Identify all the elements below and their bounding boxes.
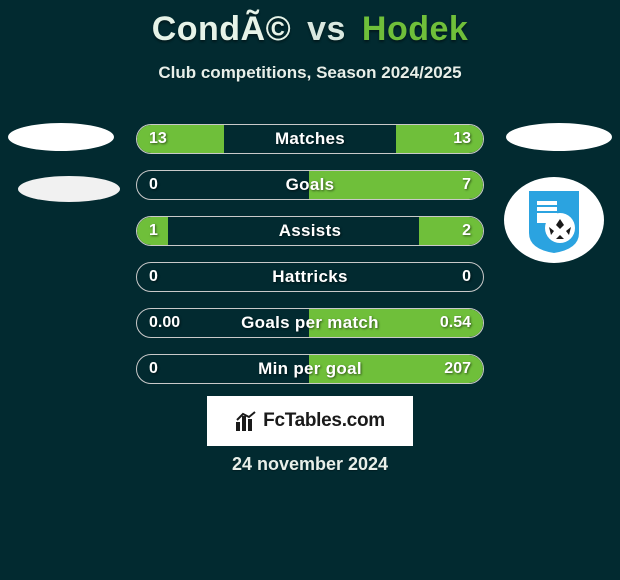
stats-container: 1313Matches 07Goals 12Assists 00Hattricks 0.…	[136, 124, 484, 400]
player1-name: CondÃ©	[152, 10, 291, 48]
stat-label: Assists	[137, 217, 483, 245]
branding-text: FcTables.com	[263, 410, 385, 432]
vs-separator: vs	[307, 10, 346, 48]
branding-icon	[235, 410, 257, 432]
subtitle: Club competitions, Season 2024/2025	[0, 63, 620, 83]
stat-row: 0207Min per goal	[136, 354, 484, 384]
right-avatar-placeholder	[506, 123, 612, 151]
stat-label: Min per goal	[137, 355, 483, 383]
stat-label: Hattricks	[137, 263, 483, 291]
player2-name: Hodek	[362, 10, 468, 48]
stat-label: Goals per match	[137, 309, 483, 337]
comparison-title: CondÃ© vs Hodek	[0, 0, 620, 49]
stat-label: Matches	[137, 125, 483, 153]
stat-row: 00Hattricks	[136, 262, 484, 292]
date: 24 november 2024	[0, 454, 620, 475]
stat-row: 12Assists	[136, 216, 484, 246]
stat-row: 0.000.54Goals per match	[136, 308, 484, 338]
stat-label: Goals	[137, 171, 483, 199]
club-logo	[504, 177, 604, 263]
left-avatar-placeholder-1	[8, 123, 114, 151]
stat-row: 07Goals	[136, 170, 484, 200]
branding-box: FcTables.com	[207, 396, 413, 446]
stat-row: 1313Matches	[136, 124, 484, 154]
left-avatar-placeholder-2	[18, 176, 120, 202]
